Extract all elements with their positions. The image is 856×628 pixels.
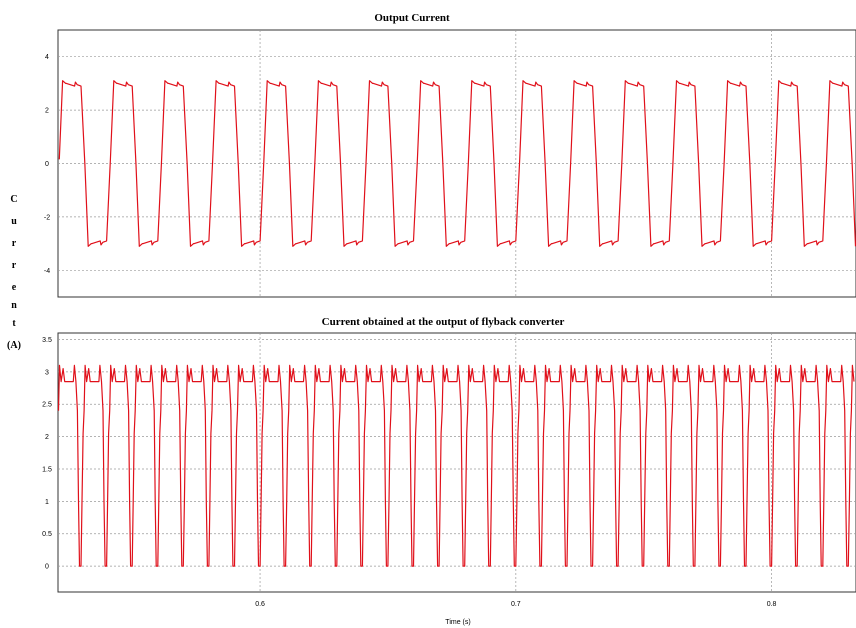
bottom-y-tick-labels: 3.5 3 2.5 2 1.5 1 0.5 0 xyxy=(42,337,52,571)
y-tick-label: 0 xyxy=(45,564,49,571)
y-tick-label: 0.5 xyxy=(42,531,52,538)
bottom-panel: 3.5 3 2.5 2 1.5 1 0.5 0 0.6 0.7 0.8 Current obtai… xyxy=(42,316,856,626)
x-axis-label: Time (s) xyxy=(445,619,470,626)
y-tick-label: 3 xyxy=(45,369,49,376)
y-axis-label-letter: u xyxy=(11,216,17,227)
output-current-trace xyxy=(58,80,856,247)
y-tick-label: 3.5 xyxy=(42,337,52,344)
y-axis-label-letter: r xyxy=(12,260,17,271)
y-tick-label: 2 xyxy=(45,434,49,441)
flyback-output-current-trace xyxy=(57,364,855,567)
y-axis-label-letter: t xyxy=(12,318,16,329)
x-tick-labels: 0.6 0.7 0.8 xyxy=(255,601,776,608)
y-tick-label: 1.5 xyxy=(42,466,52,473)
y-tick-label: 2.5 xyxy=(42,402,52,409)
y-axis-label-letter: C xyxy=(10,194,17,205)
y-tick-label: -4 xyxy=(44,268,50,275)
y-axis-label: Current(A) xyxy=(7,194,21,351)
y-tick-label: -2 xyxy=(44,214,50,221)
y-axis-label-letter: r xyxy=(12,238,17,249)
x-tick-label: 0.6 xyxy=(255,601,265,608)
y-axis-label-letter: n xyxy=(11,300,17,311)
y-tick-label: 1 xyxy=(45,499,49,506)
y-axis-label-letter: (A) xyxy=(7,340,21,351)
y-tick-label: 4 xyxy=(45,54,49,61)
y-tick-label: 0 xyxy=(45,161,49,168)
top-panel: 4 2 0 -2 -4 Output Current xyxy=(44,12,856,298)
top-plot-area xyxy=(57,29,856,298)
bottom-chart-title: Current obtained at the output of flybac… xyxy=(322,316,565,328)
x-tick-label: 0.7 xyxy=(511,601,521,608)
top-y-tick-labels: 4 2 0 -2 -4 xyxy=(44,54,50,275)
top-chart-title: Output Current xyxy=(374,12,450,24)
top-gridlines xyxy=(58,30,856,297)
y-axis-label-letter: e xyxy=(12,282,17,293)
x-tick-label: 0.8 xyxy=(767,601,777,608)
y-tick-label: 2 xyxy=(45,108,49,115)
